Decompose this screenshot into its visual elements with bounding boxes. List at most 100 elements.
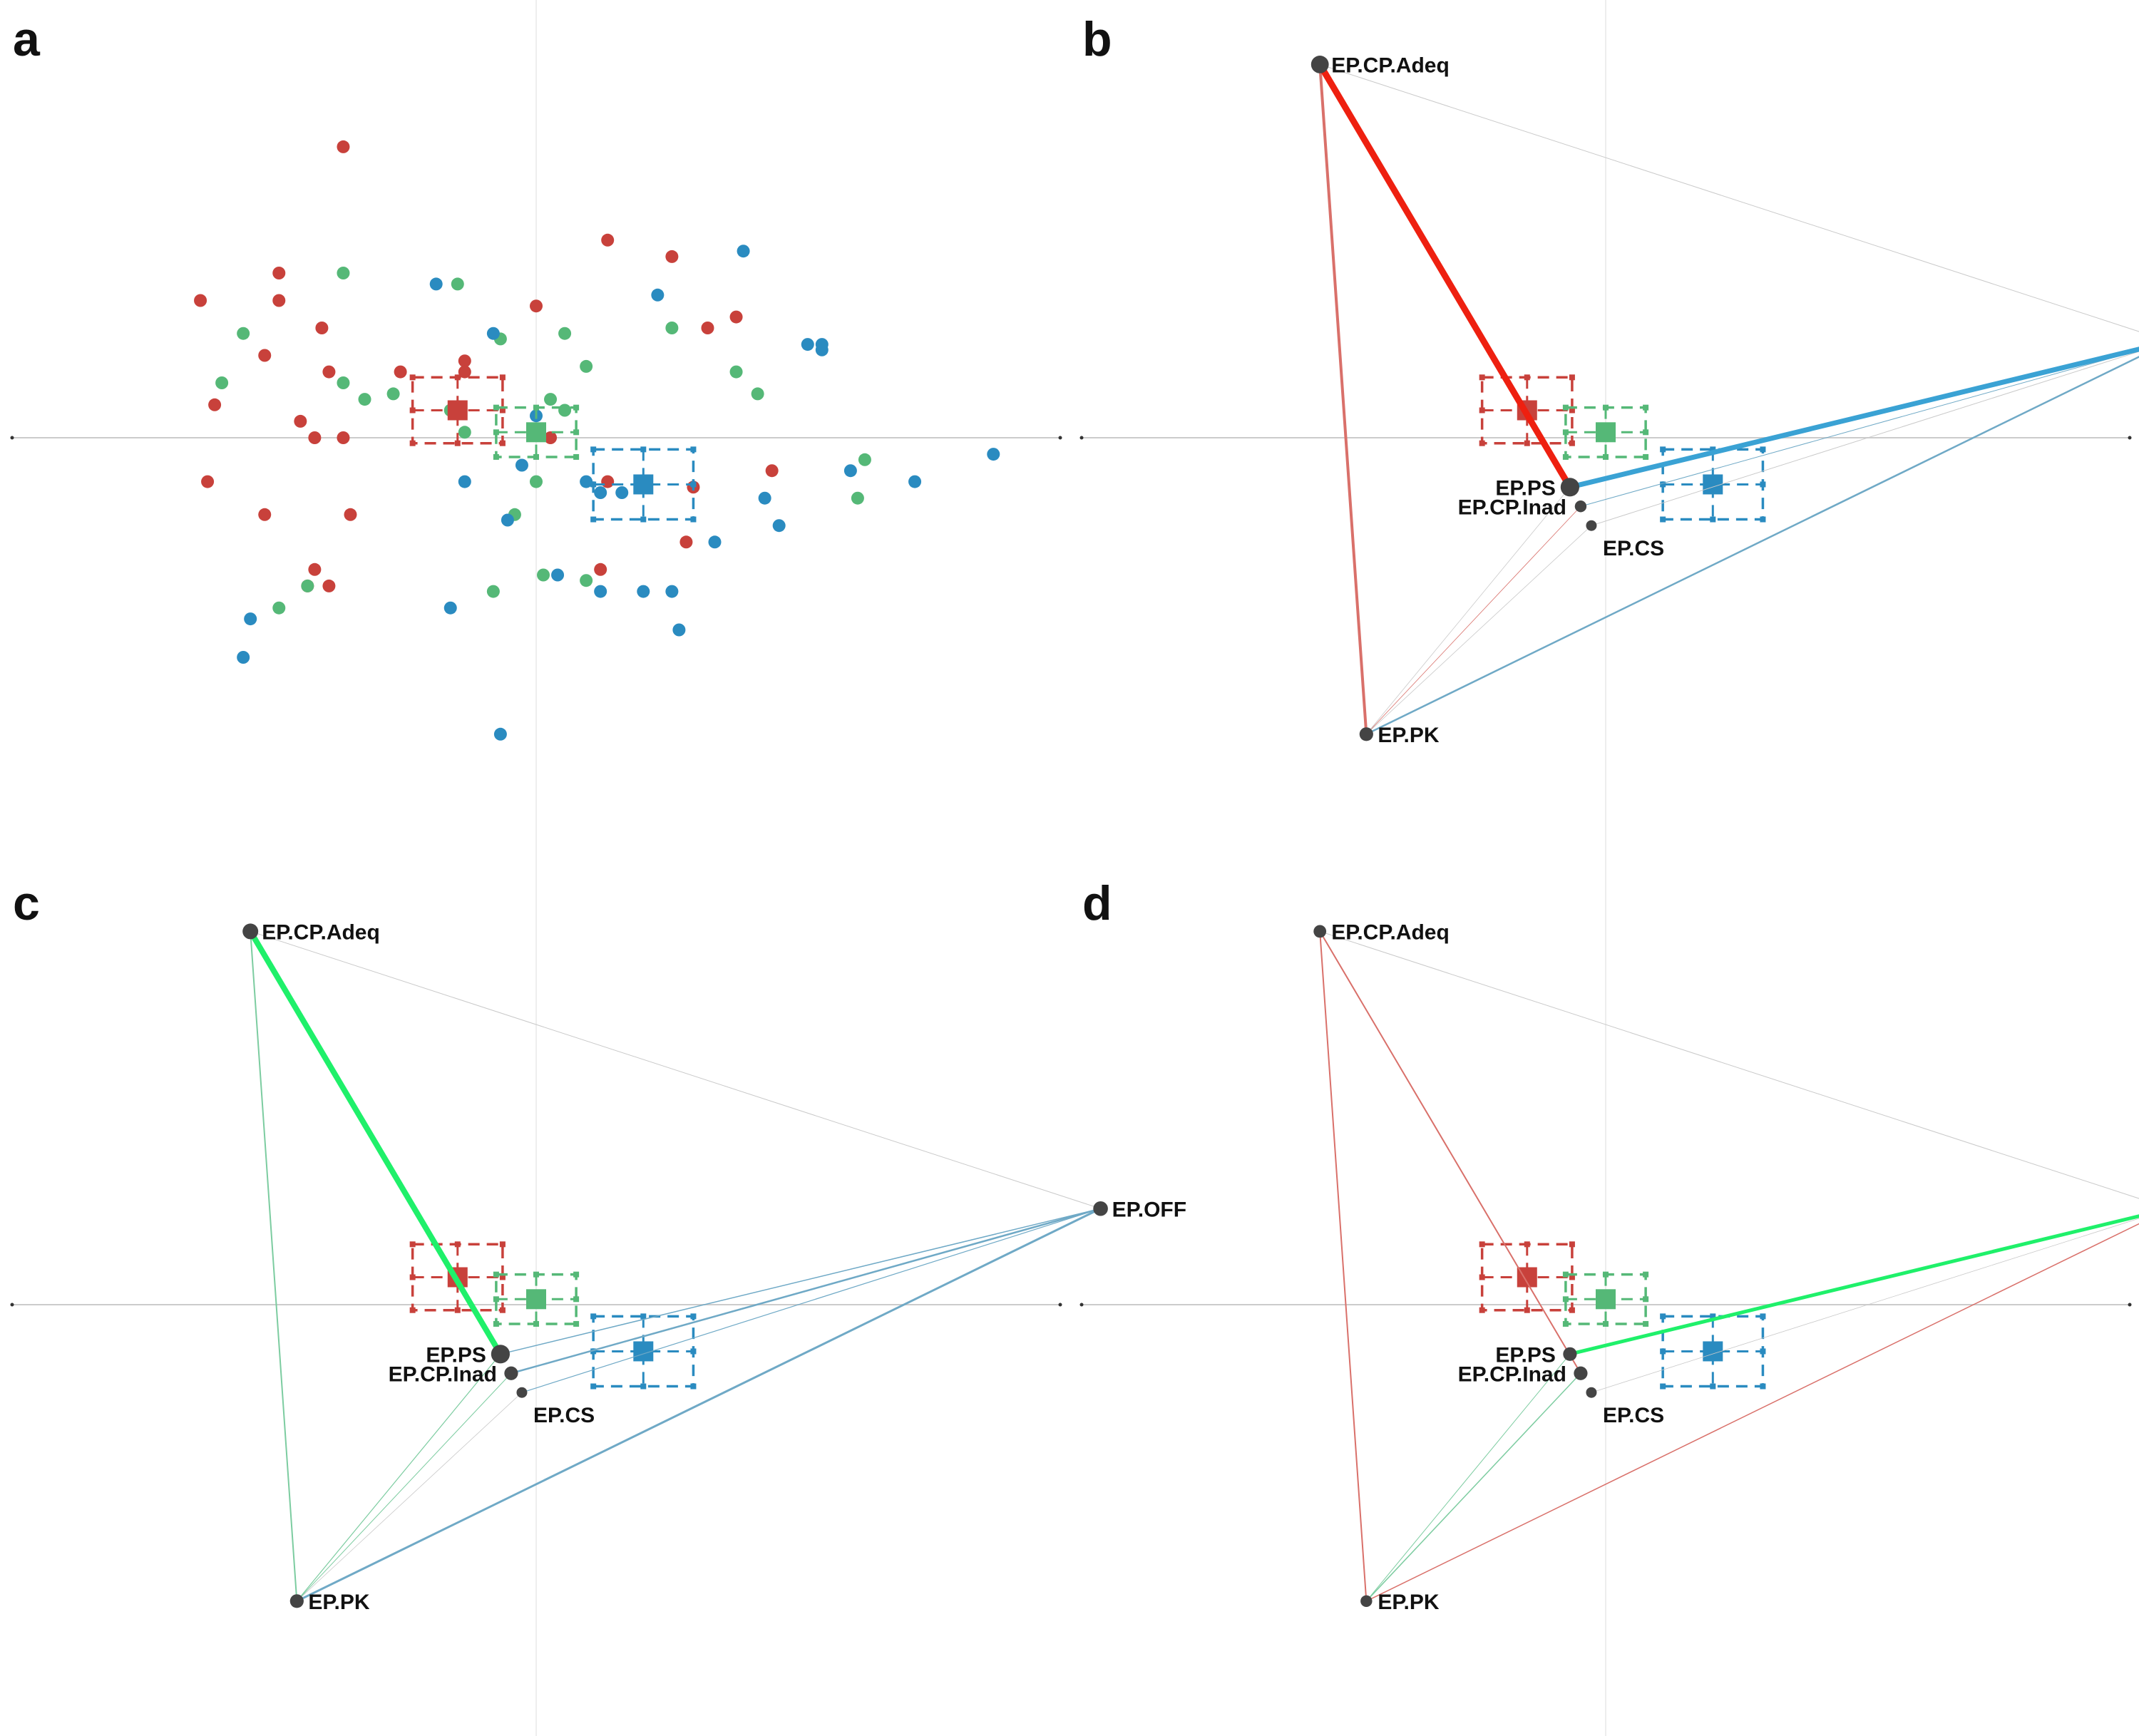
group-box-handle-blue — [1660, 1313, 1666, 1320]
group-box-handle-red — [499, 440, 506, 446]
group-box-handle-green — [1643, 1320, 1649, 1327]
group-box-handle-green — [1643, 1271, 1649, 1278]
panel-letter: a — [13, 12, 41, 66]
edge-pk-off — [1365, 1223, 2139, 1602]
node-label-ps: EP.PS — [1495, 1343, 1556, 1367]
point-red — [201, 475, 215, 488]
group-box-handle-blue — [1760, 446, 1766, 453]
axis-end-dot — [10, 1303, 14, 1307]
point-blue — [665, 585, 679, 598]
node-ps — [1563, 1347, 1577, 1361]
point-green — [537, 568, 550, 582]
axis-end-dot — [1079, 1303, 1084, 1307]
group-box-handle-red — [409, 1274, 416, 1280]
group-box-handle-green — [573, 1320, 580, 1327]
centroid-blue — [633, 474, 654, 495]
axis-end-dot — [1058, 436, 1062, 440]
node-label-off: EP.OFF — [1112, 1198, 1186, 1221]
node-cs — [1586, 520, 1597, 531]
point-green — [751, 387, 764, 401]
point-blue — [672, 623, 686, 637]
point-green — [486, 585, 500, 598]
point-blue — [758, 491, 771, 505]
point-green — [337, 376, 350, 389]
node-pk — [1360, 1595, 1373, 1607]
group-box-handle-red — [454, 440, 461, 446]
centroid-green — [526, 422, 546, 443]
group-box-handle-red — [1569, 1241, 1575, 1248]
group-box-handle-blue — [590, 1348, 597, 1355]
group-box-handle-green — [533, 1271, 539, 1278]
point-blue — [637, 585, 650, 598]
group-box-handle-green — [1643, 1296, 1649, 1303]
edge-adeq-ps — [247, 928, 503, 1357]
panel-b: EP.CP.AdeqEP.OFFEP.PSEP.CP.InadEP.CSEP.P… — [1079, 0, 2139, 866]
edge-pk-inad — [1365, 505, 1581, 735]
node-ps — [1560, 478, 1579, 497]
axis-end-dot — [10, 436, 14, 440]
centroid-green — [1596, 422, 1616, 443]
point-green — [272, 601, 286, 615]
point-red — [530, 299, 543, 313]
node-label-pk: EP.PK — [1378, 724, 1439, 747]
edge-pk-ps — [296, 1353, 501, 1602]
point-blue — [580, 475, 593, 488]
point-blue — [843, 464, 857, 478]
point-green — [858, 453, 871, 466]
node-label-pk: EP.PK — [308, 1591, 369, 1614]
point-red — [194, 294, 207, 307]
group-box-handle-blue — [690, 1383, 697, 1390]
point-red — [258, 508, 272, 521]
point-blue — [515, 458, 528, 472]
node-cs — [516, 1387, 528, 1398]
edge-pk-cs — [1365, 525, 1592, 735]
group-box-handle-green — [493, 1271, 499, 1278]
axis-end-dot — [1079, 436, 1084, 440]
axis-end-dot — [2128, 436, 2132, 440]
group-box-handle-red — [1524, 374, 1530, 381]
point-green — [358, 393, 371, 406]
edge-inad-off — [1580, 349, 2139, 507]
group-box-handle-blue — [1710, 1313, 1716, 1320]
point-green — [558, 327, 572, 340]
edge-adeq-pk — [250, 930, 298, 1602]
edge-adeq-pk — [1319, 930, 1368, 1602]
node-inad — [1574, 500, 1587, 513]
edge-pk-cs — [296, 1392, 523, 1602]
point-red — [208, 398, 222, 411]
point-red — [308, 563, 322, 576]
group-box-handle-green — [573, 453, 580, 460]
group-box-handle-blue — [590, 516, 597, 523]
group-box-handle-green — [1643, 404, 1649, 411]
group-box-handle-green — [533, 1320, 539, 1327]
group-box-handle-green — [1562, 404, 1569, 411]
node-label-inad: EP.CP.Inad — [1458, 495, 1566, 519]
point-red — [594, 563, 607, 576]
point-red — [601, 233, 615, 247]
group-box-handle-green — [493, 453, 499, 460]
point-red — [701, 322, 714, 334]
edge-adeq-off — [1319, 63, 2139, 332]
node-pk — [1359, 727, 1373, 741]
node-label-cs: EP.CS — [533, 1404, 595, 1427]
group-box-handle-red — [1479, 1307, 1485, 1313]
group-box-handle-red — [454, 1241, 461, 1248]
group-box-handle-red — [1479, 1274, 1485, 1280]
group-box-handle-blue — [690, 1348, 697, 1355]
point-blue — [493, 727, 507, 741]
group-box-handle-red — [499, 1307, 506, 1313]
point-green — [580, 574, 593, 587]
node-label-cs: EP.CS — [1603, 1404, 1664, 1427]
point-blue — [244, 612, 257, 626]
point-red — [729, 310, 743, 324]
point-blue — [486, 327, 500, 340]
group-box-handle-blue — [590, 1383, 597, 1390]
group-box-handle-green — [573, 429, 580, 436]
group-box-handle-green — [533, 453, 539, 460]
point-blue — [708, 535, 722, 549]
point-green — [544, 393, 558, 406]
edge-ps-off — [500, 1208, 1102, 1355]
group-box-handle-blue — [1660, 1348, 1666, 1355]
group-box-handle-green — [493, 404, 499, 411]
